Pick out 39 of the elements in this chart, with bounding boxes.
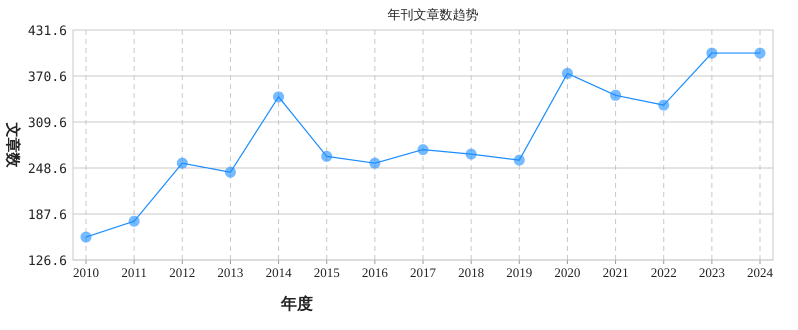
point [80, 232, 92, 243]
y-tick-label: 370.6 [28, 70, 67, 85]
x-tick-label: 2011 [121, 265, 147, 280]
x-tick-label: 2022 [650, 265, 677, 280]
x-tick-label: 2010 [73, 265, 99, 280]
point [273, 91, 284, 102]
y-tick-label: 248.6 [28, 162, 67, 177]
x-tick-label: 2012 [169, 265, 196, 280]
x-tick-label: 2020 [554, 265, 580, 280]
point [176, 158, 188, 169]
x-tick-label: 2024 [747, 265, 774, 280]
x-tick-label: 2021 [602, 265, 629, 280]
point [128, 216, 140, 227]
point [562, 68, 573, 79]
y-tick-label: 126.6 [28, 254, 67, 269]
x-tick-label: 2015 [314, 265, 340, 280]
point [754, 48, 766, 59]
x-tick-label: 2019 [506, 265, 532, 280]
point [418, 144, 428, 156]
point [706, 48, 718, 59]
point [610, 90, 622, 101]
y-axis-title: 文章数 [4, 122, 22, 168]
chart-title: 年刊文章数趋势 [388, 7, 478, 22]
point [321, 150, 332, 162]
point [466, 148, 477, 160]
point [224, 166, 236, 178]
point [369, 158, 380, 169]
point [514, 154, 525, 166]
y-tick-label: 431.6 [28, 24, 67, 39]
y-tick-label: 187.6 [28, 208, 67, 223]
x-tick-label: 2014 [266, 265, 292, 280]
x-axis-title: 年度 [280, 294, 313, 313]
x-tick-label: 2016 [362, 265, 388, 280]
y-tick-label: 309.6 [28, 116, 67, 131]
point [658, 100, 670, 111]
x-tick-label: 2023 [698, 265, 725, 280]
x-tick-label: 2013 [217, 265, 244, 280]
x-tick-label: 2017 [410, 265, 436, 280]
x-tick-label: 2018 [458, 265, 484, 280]
